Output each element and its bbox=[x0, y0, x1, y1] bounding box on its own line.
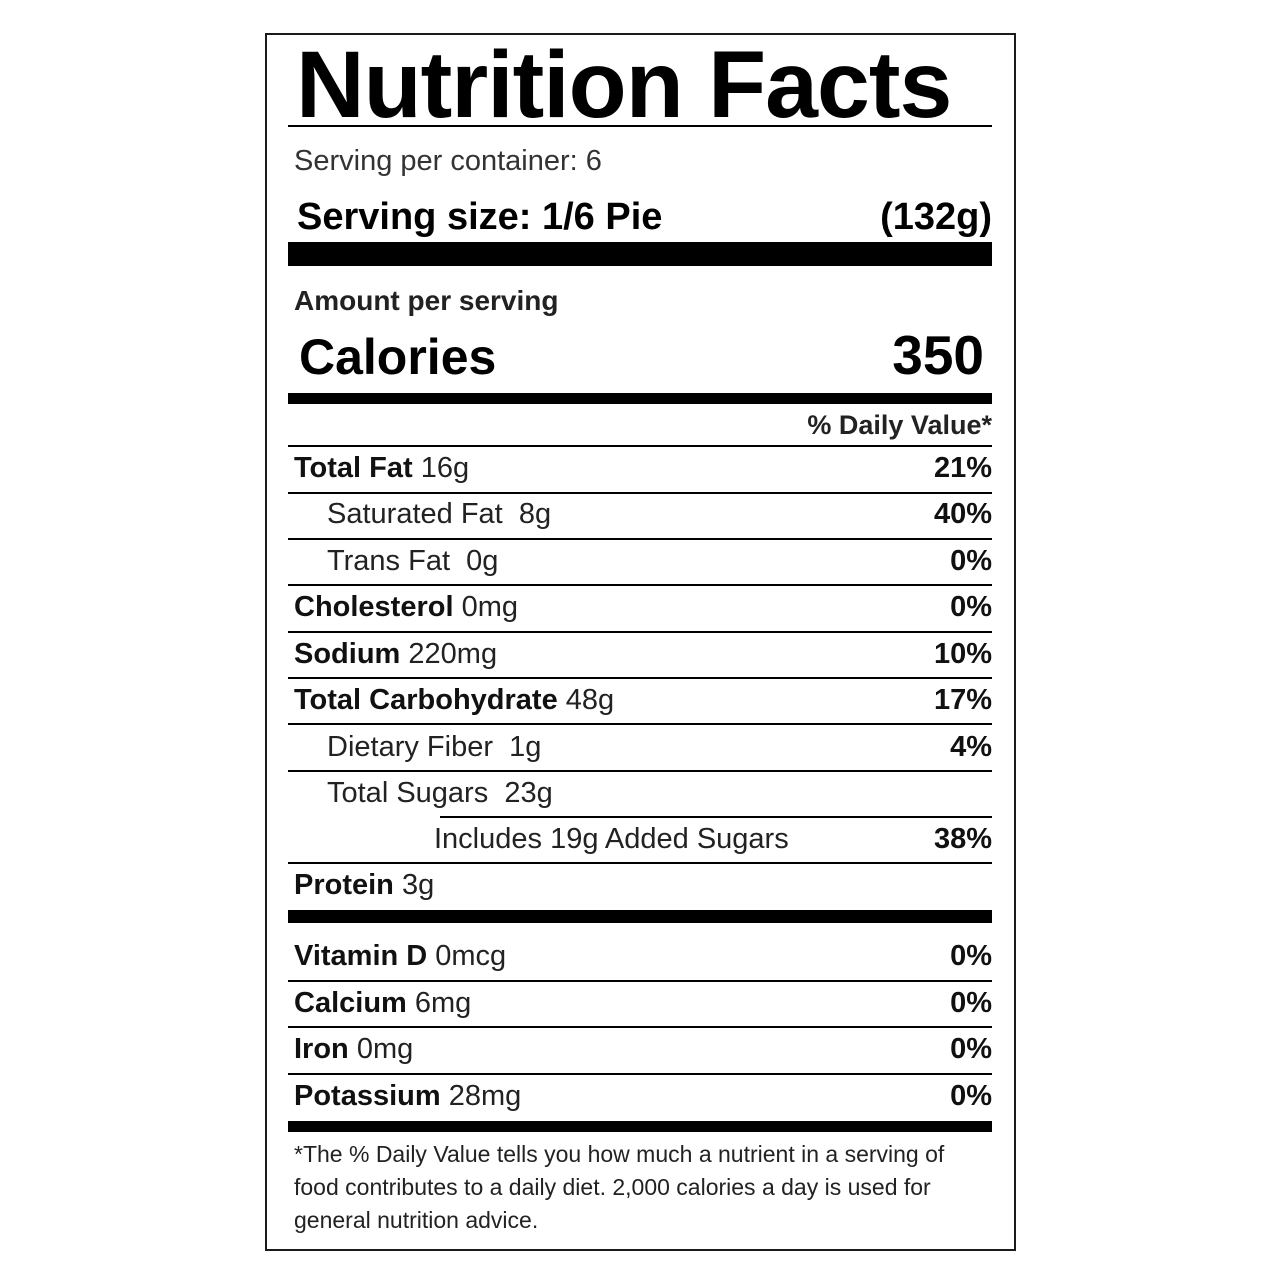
nutrient-name: Iron bbox=[294, 1033, 349, 1065]
footnote: *The % Daily Value tells you how much a … bbox=[294, 1141, 945, 1233]
nutrient-daily-value: 0% bbox=[950, 1033, 992, 1065]
row-divider bbox=[288, 445, 992, 447]
row-divider bbox=[288, 538, 992, 540]
nutrient-daily-value: 38% bbox=[933, 823, 992, 855]
nutrient-amount: 0mg bbox=[348, 1033, 414, 1065]
calories-divider bbox=[288, 393, 992, 404]
nutrient-name: Total Sugars bbox=[327, 777, 489, 809]
nutrient-amount: 6mg bbox=[406, 987, 472, 1019]
nutrient-daily-value: 0% bbox=[950, 545, 992, 577]
row-divider bbox=[440, 816, 992, 818]
nutrient-daily-value: 0% bbox=[950, 940, 992, 972]
nutrient-amount: 48g bbox=[557, 684, 615, 716]
footnote-divider bbox=[288, 1121, 992, 1132]
vitamins-divider bbox=[288, 910, 992, 923]
daily-value-header: % Daily Value* bbox=[807, 410, 992, 440]
amount-per-serving: Amount per serving bbox=[294, 285, 559, 316]
row-divider bbox=[288, 770, 992, 772]
calories-value: 350 bbox=[892, 324, 984, 386]
nutrient-daily-value: 21% bbox=[933, 452, 992, 484]
row-divider bbox=[288, 677, 992, 679]
nutrient-daily-value: 17% bbox=[933, 684, 992, 716]
nutrient-amount: 220mg bbox=[400, 638, 498, 670]
serving-divider bbox=[288, 242, 992, 266]
row-divider bbox=[288, 584, 992, 586]
nutrient-daily-value: 40% bbox=[933, 498, 992, 530]
nutrient-name: Sodium bbox=[294, 638, 401, 670]
nutrient-name: Calcium bbox=[294, 987, 407, 1019]
servings-per-container: Serving per container: 6 bbox=[294, 145, 602, 177]
row-divider bbox=[288, 980, 992, 982]
row-divider bbox=[288, 862, 992, 864]
nutrient-name: Vitamin D bbox=[294, 940, 428, 972]
nutrient-amount: 0mcg bbox=[427, 940, 507, 972]
nutrient-name: Total Fat bbox=[294, 452, 413, 484]
nutrient-daily-value: 0% bbox=[950, 987, 992, 1019]
serving-size-grams: (132g) bbox=[880, 196, 992, 238]
row-divider bbox=[288, 492, 992, 494]
calories-label: Calories bbox=[299, 329, 497, 385]
nutrient-name: Protein bbox=[294, 869, 394, 901]
label-title: Nutrition Facts bbox=[296, 32, 952, 138]
nutrient-name: Potassium bbox=[294, 1080, 441, 1112]
nutrient-amount: 0g bbox=[450, 545, 499, 577]
nutrient-name: Includes 19g Added Sugars bbox=[434, 823, 789, 855]
nutrient-amount: 16g bbox=[412, 452, 470, 484]
nutrient-name: Total Carbohydrate bbox=[294, 684, 558, 716]
nutrient-amount: 1g bbox=[493, 731, 542, 763]
row-divider bbox=[288, 631, 992, 633]
nutrient-daily-value: 0% bbox=[950, 591, 992, 623]
nutrient-amount: 0mg bbox=[453, 591, 519, 623]
nutrient-name: Dietary Fiber bbox=[327, 731, 493, 763]
nutrient-amount: 3g bbox=[393, 869, 435, 901]
row-divider bbox=[288, 1073, 992, 1075]
nutrient-amount: 28mg bbox=[440, 1080, 522, 1112]
title-divider bbox=[288, 125, 992, 127]
nutrient-daily-value: 0% bbox=[950, 1080, 992, 1112]
row-divider bbox=[288, 1026, 992, 1028]
nutrient-name: Trans Fat bbox=[327, 545, 451, 577]
row-divider bbox=[288, 723, 992, 725]
nutrient-name: Cholesterol bbox=[294, 591, 454, 623]
serving-size: Serving size: 1/6 Pie bbox=[297, 196, 663, 238]
nutrient-amount: 8g bbox=[502, 498, 552, 530]
nutrient-daily-value: 10% bbox=[933, 638, 992, 670]
nutrient-daily-value: 4% bbox=[950, 731, 992, 763]
nutrient-amount: 23g bbox=[488, 777, 553, 809]
nutrient-name: Saturated Fat bbox=[327, 498, 503, 530]
nutrition-label bbox=[265, 33, 1016, 1251]
